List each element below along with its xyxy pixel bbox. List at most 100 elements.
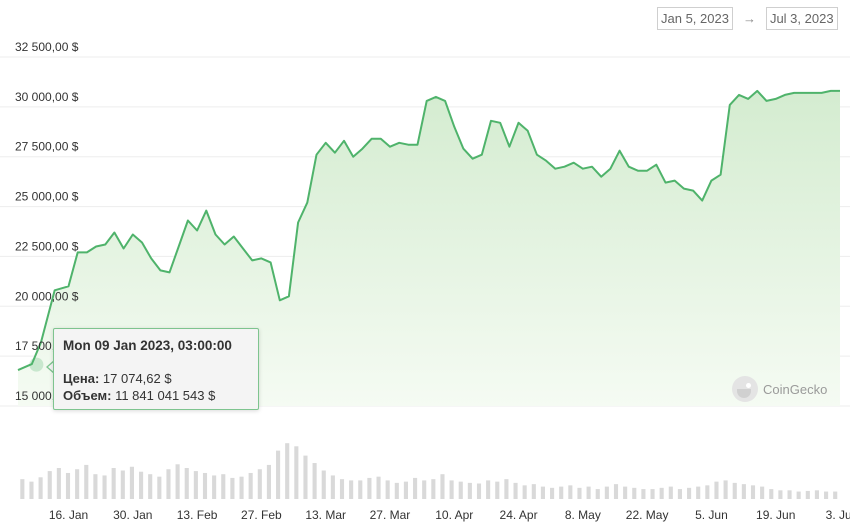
end-date-input[interactable]: Jul 3, 2023 — [765, 7, 838, 30]
volume-bar — [303, 455, 308, 499]
volume-bar — [467, 482, 472, 499]
y-tick-label: 25 000,00 $ — [15, 190, 79, 204]
x-tick-label: 24. Apr — [500, 508, 538, 522]
gecko-logo-icon — [732, 376, 758, 402]
tooltip-price-value: 17 074,62 $ — [102, 371, 172, 386]
volume-bar — [248, 472, 253, 499]
volume-bar — [148, 474, 153, 499]
volume-bar — [193, 471, 198, 499]
volume-bar — [175, 464, 180, 499]
volume-bar — [476, 483, 482, 499]
arrow-right-icon: → — [742, 11, 756, 26]
y-tick-label: 20 000,00 $ — [15, 289, 79, 303]
volume-bar — [38, 477, 43, 499]
tooltip-price-label: Цена: — [63, 371, 100, 386]
volume-bar — [750, 485, 756, 499]
date-range: Jan 5, 2023 → Jul 3, 2023 — [657, 7, 838, 30]
volume-bar — [714, 481, 719, 499]
volume-bar — [613, 484, 619, 499]
volume-bar — [732, 482, 737, 499]
volume-bar — [769, 489, 774, 499]
volume-bar — [559, 486, 564, 499]
y-tick-label: 30 000,00 $ — [15, 90, 79, 104]
x-tick-label: 13. Feb — [177, 508, 218, 522]
volume-bar — [29, 481, 34, 499]
volume-bar — [495, 481, 500, 499]
y-tick-label: 32 500,00 $ — [15, 40, 79, 54]
volume-bar — [139, 471, 144, 499]
volume-bar — [294, 446, 299, 499]
volume-bar — [413, 477, 418, 499]
volume-bar — [805, 490, 810, 499]
volume-bar — [650, 489, 655, 499]
volume-bar — [212, 475, 217, 499]
volume-bar — [513, 482, 518, 499]
volume-bar — [330, 475, 335, 499]
volume-bar — [403, 481, 408, 499]
volume-bar — [687, 487, 692, 499]
volume-bars — [20, 443, 838, 499]
brand-name: CoinGecko — [763, 381, 828, 397]
x-tick-label: 30. Jan — [113, 508, 152, 522]
volume-bar — [239, 476, 244, 499]
start-date-input[interactable]: Jan 5, 2023 — [657, 7, 733, 30]
volume-bar — [75, 469, 80, 499]
volume-bar — [56, 468, 61, 499]
volume-bar — [568, 485, 573, 499]
volume-bar — [321, 470, 326, 499]
volume-bar — [257, 469, 262, 499]
volume-bar — [84, 464, 89, 499]
x-tick-label: 10. Apr — [435, 508, 473, 522]
volume-bar — [540, 486, 545, 499]
volume-bar — [422, 480, 427, 499]
y-tick-label: 27 500,00 $ — [15, 140, 79, 154]
volume-bar — [276, 450, 281, 499]
volume-bar — [102, 475, 107, 499]
tooltip-price-row: Цена: 17 074,62 $ — [63, 370, 249, 387]
x-tick-label: 13. Mar — [305, 508, 346, 522]
volume-bar — [166, 469, 171, 499]
tooltip-volume-row: Объем: 11 841 041 543 $ — [63, 387, 249, 404]
volume-bar — [760, 486, 765, 499]
volume-bar — [668, 486, 673, 499]
volume-bar — [604, 486, 609, 499]
hover-point — [29, 357, 44, 372]
volume-bar — [824, 491, 829, 499]
volume-bar — [696, 486, 701, 499]
volume-bar — [550, 487, 555, 499]
volume-bar — [623, 486, 628, 499]
volume-bar — [312, 463, 317, 499]
volume-bar — [111, 468, 116, 499]
volume-bar — [741, 484, 746, 499]
x-tick-label: 27. Feb — [241, 508, 282, 522]
tooltip-volume-label: Объем: — [63, 388, 112, 403]
x-axis-labels: 16. Jan 30. Jan 13. Feb 27. Feb 13. Mar 27. M… — [49, 508, 850, 522]
volume-bar — [440, 474, 445, 499]
watermark: CoinGecko — [732, 376, 827, 402]
volume-bar — [449, 480, 454, 499]
volume-bar — [796, 491, 801, 499]
volume-bar — [394, 482, 399, 499]
price-line[interactable] — [17, 89, 840, 372]
volume-bar — [376, 476, 381, 499]
volume-bar — [349, 480, 354, 499]
tooltip-title: Mon 09 Jan 2023, 03:00:00 — [63, 338, 232, 353]
volume-bar — [677, 489, 682, 499]
volume-bar — [157, 476, 162, 499]
x-tick-label: 16. Jan — [49, 508, 88, 522]
volume-bar — [120, 470, 125, 499]
x-tick-label: 22. May — [626, 508, 669, 522]
volume-bar — [285, 443, 290, 499]
volume-bar — [202, 472, 208, 499]
volume-bar — [230, 477, 235, 499]
volume-bar — [787, 490, 792, 499]
volume-bar — [531, 484, 536, 499]
x-tick-label: 19. Jun — [756, 508, 795, 522]
volume-bar — [20, 479, 25, 499]
volume-bar — [814, 490, 819, 499]
volume-bar — [221, 474, 226, 499]
volume-bar — [458, 481, 463, 499]
volume-bar — [358, 480, 363, 499]
volume-bar — [778, 490, 783, 499]
volume-bar — [723, 480, 728, 499]
